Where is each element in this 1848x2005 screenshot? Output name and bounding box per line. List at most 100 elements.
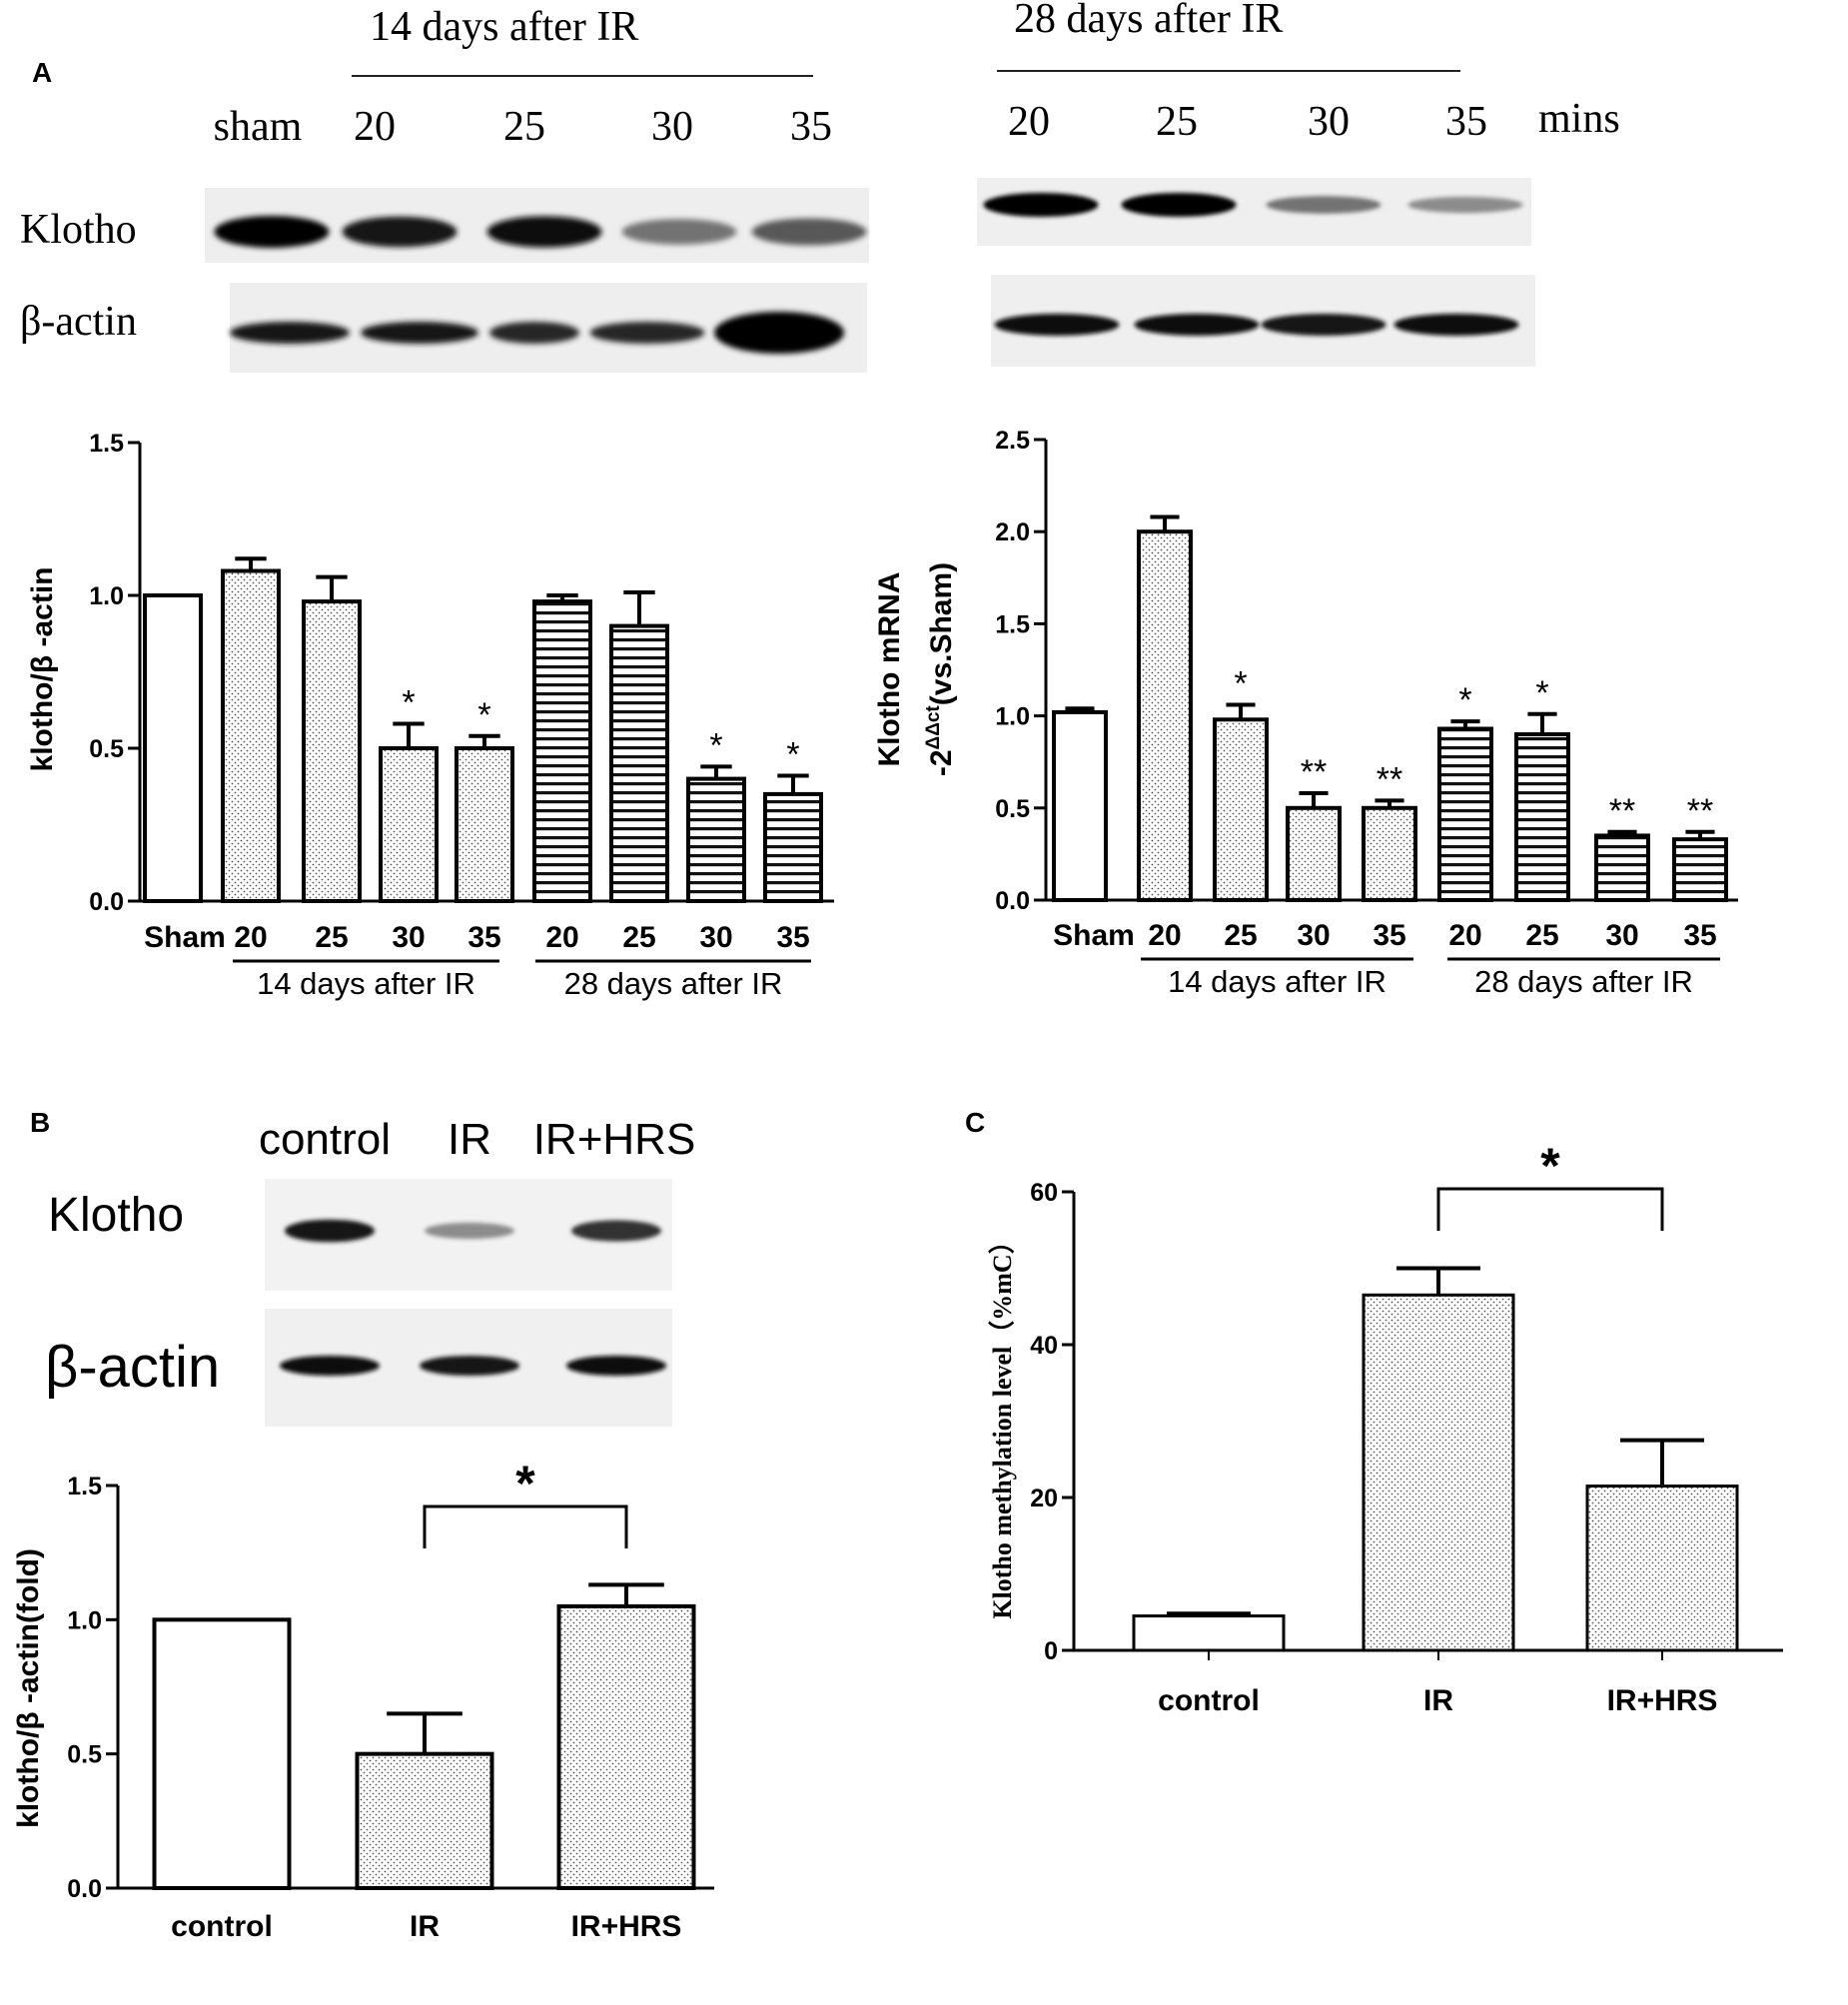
x-tick-label: 35 xyxy=(1373,919,1405,952)
y-axis-label-prefix: -2 xyxy=(925,749,958,776)
blot-b-row-label-actin: β-actin xyxy=(45,1335,220,1400)
blot-a-left-lane-label: 25 xyxy=(503,104,545,150)
blot-a-left-lane-label: 35 xyxy=(790,104,832,150)
bar xyxy=(302,599,362,903)
blot-a-left-klotho-band xyxy=(342,216,458,248)
blot-a-left-lane-label: 30 xyxy=(651,104,693,150)
x-tick-label: 20 xyxy=(234,921,267,954)
panel-letter-c: C xyxy=(965,1107,985,1138)
significance-label: * xyxy=(477,696,490,734)
x-tick-label: 30 xyxy=(392,921,425,954)
x-tick-label: control xyxy=(171,1910,273,1943)
y-tick-label: 1.5 xyxy=(67,1473,102,1501)
blot-a-right-lane-label: 20 xyxy=(1008,99,1050,145)
bar xyxy=(1594,833,1650,903)
y-tick-label: 1.0 xyxy=(67,1606,102,1634)
blot-a-left-actin-band xyxy=(230,322,350,344)
blot-b-actin-band xyxy=(280,1356,380,1376)
blot-a-right-header: 28 days after IR xyxy=(1014,0,1283,42)
bar xyxy=(609,623,669,903)
blot-b-actin-band xyxy=(420,1356,519,1376)
blot-b-lane-label: control xyxy=(259,1115,391,1164)
blot-a-left-klotho-band xyxy=(486,216,602,248)
y-tick-label: 1.0 xyxy=(89,582,124,610)
blot-b-klotho-band xyxy=(285,1219,375,1243)
bar xyxy=(532,599,592,903)
chart-c-methylation: 0 20 40 60 control IR IR+HRS * Klotho methylatio… xyxy=(988,1138,1783,1717)
y-tick-label: 0.0 xyxy=(995,887,1030,915)
blot-b-lane-label: IR+HRS xyxy=(533,1115,696,1164)
y-axis-label: klotho/β -actin(fold) xyxy=(12,1548,45,1828)
x-tick-label: 30 xyxy=(1297,919,1330,952)
y-axis-label: Klotho methylation level（%mC） xyxy=(988,1228,1017,1618)
chart-b-protein: 0.0 0.5 1.0 1.5 control IR IR+HRS * klotho/β -ac… xyxy=(12,1456,714,1943)
y-axis-label: klotho/β -actin xyxy=(26,567,59,772)
blot-b-klotho-band xyxy=(425,1222,514,1240)
significance-label: * xyxy=(786,736,799,774)
x-tick-label: 20 xyxy=(1448,919,1481,952)
blot-b-klotho-band xyxy=(571,1220,661,1242)
x-tick-label: 20 xyxy=(1148,919,1181,952)
blot-b-row-label-klotho: Klotho xyxy=(48,1189,184,1242)
significance-bracket xyxy=(1436,1187,1664,1231)
y-axis-label-superscript: ΔΔct xyxy=(923,705,944,750)
bar xyxy=(556,1603,696,1891)
y-tick-label: 1.0 xyxy=(995,703,1030,731)
blot-a-right-actin-band xyxy=(1393,314,1519,336)
blot-a-left-klotho-band xyxy=(214,216,330,248)
x-tick-label: 25 xyxy=(315,921,348,954)
blot-b-bands xyxy=(280,1219,666,1376)
y-axis-label: Klotho mRNA xyxy=(873,572,906,767)
significance-bracket xyxy=(423,1504,628,1548)
y-tick-label: 20 xyxy=(1030,1485,1058,1512)
bar xyxy=(1672,837,1728,903)
x-tick-label: control xyxy=(1158,1684,1260,1717)
blot-a-right-lane-label: 30 xyxy=(1308,99,1350,145)
blot-a-left-actin-band xyxy=(714,312,844,354)
blot-a-right-klotho-band xyxy=(983,193,1099,217)
y-axis-label-line2: -2ΔΔct(vs.Sham) xyxy=(923,562,958,776)
x-tick-label: 35 xyxy=(1683,919,1716,952)
y-tick-label: 2.5 xyxy=(995,427,1030,455)
blot-b-lane-labels: control IR IR+HRS xyxy=(259,1115,695,1164)
blot-a-left-header: 14 days after IR xyxy=(370,4,638,50)
significance-label: * xyxy=(1535,674,1548,712)
x-tick-label: 20 xyxy=(545,921,578,954)
significance-label: * xyxy=(402,684,415,722)
bar xyxy=(1585,1485,1739,1652)
panel-letter-a: A xyxy=(32,57,52,88)
group-label: 14 days after IR xyxy=(257,966,475,1001)
bracket-label: * xyxy=(1540,1138,1560,1194)
blot-a-right-lane-labels: 20 25 30 35 xyxy=(1008,99,1487,145)
y-tick-label: 0.5 xyxy=(67,1741,102,1769)
y-tick-label: 0.0 xyxy=(89,888,124,916)
blot-a-left-actin-band xyxy=(589,322,705,344)
bar xyxy=(763,791,823,904)
blot-a-left-actin-band xyxy=(489,322,579,344)
bar xyxy=(152,1617,292,1891)
bar xyxy=(1362,805,1417,902)
blot-b-actin-band xyxy=(566,1356,666,1376)
blot-a: 14 days after IR 28 days after IR sham 20… xyxy=(20,0,1620,373)
y-tick-label: 40 xyxy=(1030,1332,1058,1360)
blot-a-left-lane-label: 20 xyxy=(354,104,396,150)
bar xyxy=(1052,709,1108,902)
bracket-label: * xyxy=(515,1456,535,1511)
blot-a-bands xyxy=(214,193,1523,354)
x-tick-label: IR+HRS xyxy=(571,1910,682,1943)
blot-a-right-lane-label: 35 xyxy=(1445,99,1487,145)
bar xyxy=(1286,805,1342,902)
group-label: 28 days after IR xyxy=(1474,964,1693,999)
x-tick-label: 25 xyxy=(1224,919,1257,952)
bar xyxy=(355,1751,494,1890)
blot-a-left-lane-labels: sham 20 25 30 35 xyxy=(214,104,832,150)
significance-label: * xyxy=(1458,681,1471,719)
blot-a-right-lane-label: 25 xyxy=(1156,99,1198,145)
bar xyxy=(686,776,746,903)
y-tick-label: 0.5 xyxy=(89,735,124,763)
significance-label: ** xyxy=(1609,792,1635,830)
blot-a-right-actin-band xyxy=(994,314,1120,336)
x-tick-label: 30 xyxy=(1605,919,1638,952)
x-tick-label: 25 xyxy=(1525,919,1558,952)
